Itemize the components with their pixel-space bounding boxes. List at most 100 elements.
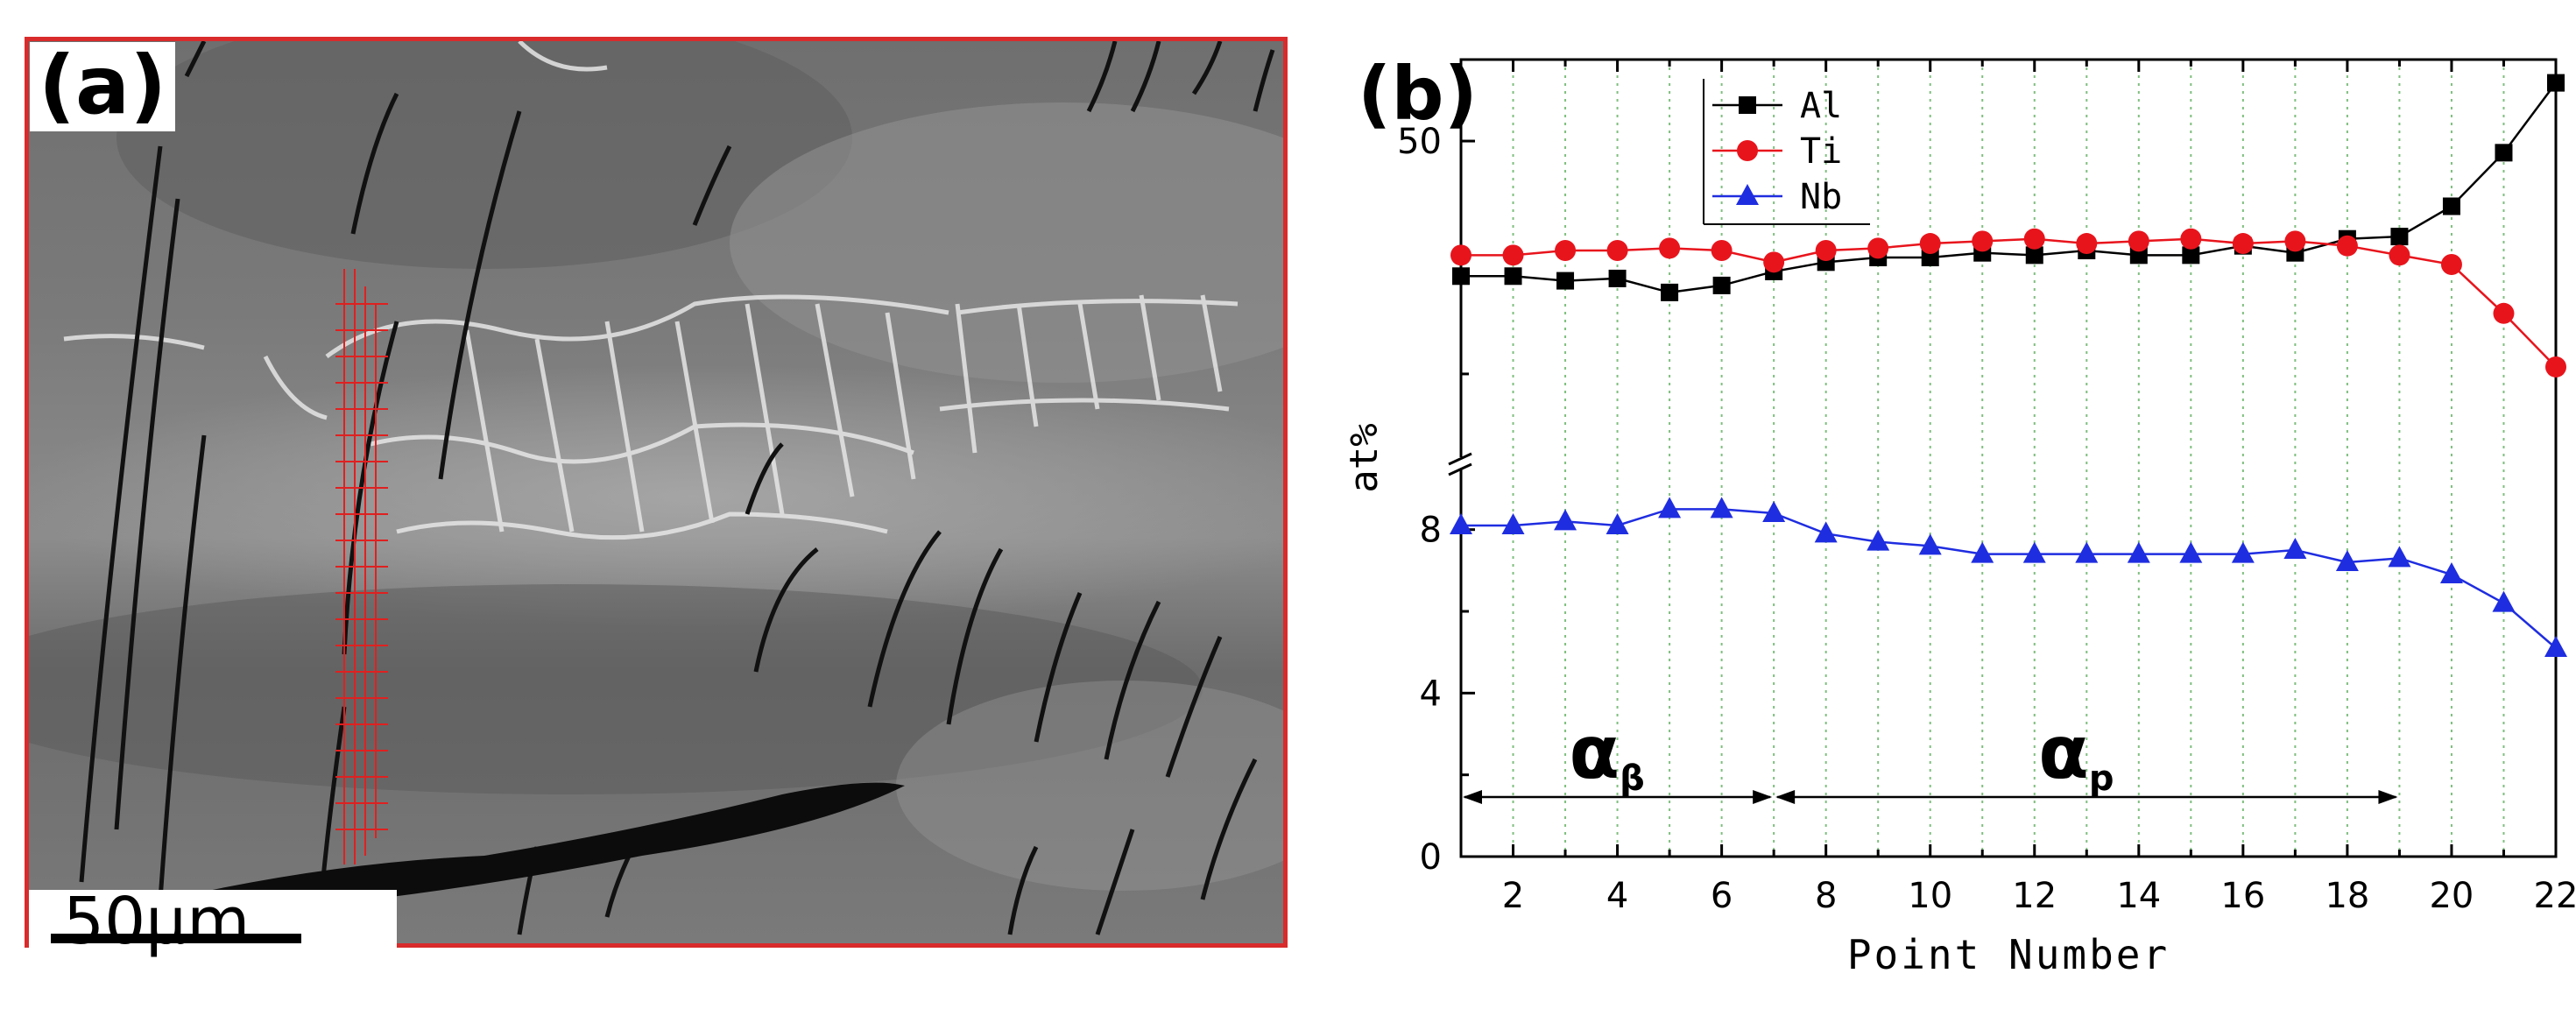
data-point-nb [2075, 541, 2099, 563]
region-arrowhead [1463, 790, 1482, 804]
data-point-al [2442, 197, 2460, 215]
x-tick-label: 4 [1606, 876, 1628, 916]
data-point-ti [2023, 228, 2045, 250]
scalebar-line [51, 934, 301, 943]
x-tick-label: 22 [2534, 876, 2576, 916]
data-point-al [1661, 283, 1679, 301]
x-tick-label: 20 [2429, 876, 2474, 916]
legend-label: Nb [1800, 177, 1842, 217]
scalebar-label: 50μm [63, 884, 251, 959]
legend-marker [1739, 96, 1756, 114]
data-point-al [2390, 228, 2409, 246]
data-point-ti [2493, 302, 2515, 324]
data-point-nb [1762, 501, 1786, 522]
x-tick-label: 18 [2325, 876, 2369, 916]
y-tick-label: 0 [1420, 837, 1442, 878]
legend-label: Al [1800, 86, 1842, 126]
legend-marker [1736, 184, 1759, 205]
data-point-ti [2232, 233, 2254, 255]
data-point-nb [1658, 497, 1682, 519]
data-point-al [2547, 74, 2565, 92]
axis-break-mark [1448, 452, 1472, 466]
panel-a-label: (a) [30, 42, 176, 131]
data-point-ti [1555, 240, 1577, 262]
data-point-ti [2128, 230, 2149, 252]
region-label: αβ [1569, 709, 1644, 799]
data-point-ti [2336, 235, 2358, 257]
y-tick-label: 50 [1397, 122, 1442, 162]
data-point-nb [1710, 497, 1733, 519]
data-point-ti [1972, 230, 1994, 252]
data-point-al [1556, 272, 1575, 290]
data-point-nb [1918, 533, 1942, 555]
data-point-nb [1501, 513, 1525, 534]
data-point-nb [2544, 636, 2567, 657]
data-point-nb [1814, 521, 1838, 543]
y-tick-label: 8 [1420, 511, 1442, 551]
series-line-nb [1461, 508, 2557, 649]
data-point-nb [2492, 590, 2516, 612]
region-arrowhead [1753, 790, 1773, 804]
series-line-ti [1461, 237, 2557, 368]
data-point-ti [2440, 253, 2462, 275]
x-tick-label: 6 [1711, 876, 1733, 916]
data-point-ti [1659, 237, 1681, 259]
data-point-nb [2127, 541, 2150, 563]
data-point-al [2495, 144, 2513, 162]
data-point-ti [1763, 251, 1785, 273]
data-point-al [1921, 249, 1939, 266]
data-point-nb [1971, 541, 1994, 563]
data-point-nb [1867, 529, 1890, 551]
data-point-nb [2231, 541, 2255, 563]
region-label-subscript: p [2089, 758, 2114, 799]
series-line-al [1461, 81, 2558, 294]
legend-label: Ti [1800, 131, 1842, 172]
x-tick-label: 14 [2116, 876, 2161, 916]
data-point-al [1608, 269, 1627, 287]
data-point-nb [1450, 513, 1472, 534]
data-point-ti [2389, 244, 2410, 266]
data-point-al [1452, 267, 1470, 286]
data-point-al [2129, 246, 2148, 265]
x-tick-label: 12 [2012, 876, 2057, 916]
data-point-nb [2388, 546, 2411, 568]
data-point-ti [1502, 244, 1524, 266]
data-point-ti [2180, 228, 2202, 250]
data-point-ti [1711, 240, 1733, 262]
plot-frame [1459, 58, 2558, 858]
region-label-subscript: β [1620, 758, 1645, 799]
x-tick-label: 10 [1908, 876, 1952, 916]
data-point-ti [1450, 244, 1471, 266]
data-point-al [1504, 267, 1522, 286]
axis-break-mark [1448, 462, 1472, 476]
data-point-ti [1867, 237, 1889, 259]
panel-b-label: (b) [1358, 51, 1478, 137]
region-arrowhead [2378, 790, 2398, 804]
data-point-ti [2545, 356, 2566, 377]
region-arrowhead [1775, 790, 1796, 804]
x-tick-label: 8 [1815, 876, 1837, 916]
region-label: αp [2038, 709, 2114, 799]
data-point-al [1712, 276, 1731, 294]
y-axis-label: at% [1342, 423, 1387, 492]
data-point-ti [2076, 233, 2098, 255]
x-tick-label: 2 [1502, 876, 1524, 916]
y-tick-label: 4 [1420, 674, 1442, 714]
data-point-al [2182, 246, 2200, 265]
data-point-nb [2335, 550, 2359, 571]
x-tick-label: 16 [2220, 876, 2265, 916]
data-point-nb [2179, 541, 2203, 563]
data-point-nb [2439, 562, 2463, 583]
data-point-nb [2283, 538, 2307, 559]
data-point-nb [2022, 541, 2046, 563]
data-point-ti [2284, 230, 2306, 252]
x-axis-label: Point Number [1847, 931, 2170, 978]
micrograph-panel [25, 37, 1288, 948]
data-point-nb [1554, 509, 1577, 531]
micrograph-image [29, 41, 1283, 943]
data-point-ti [1919, 233, 1941, 255]
data-point-al [2025, 246, 2043, 265]
data-point-ti [1606, 240, 1628, 262]
legend-marker [1737, 140, 1758, 161]
